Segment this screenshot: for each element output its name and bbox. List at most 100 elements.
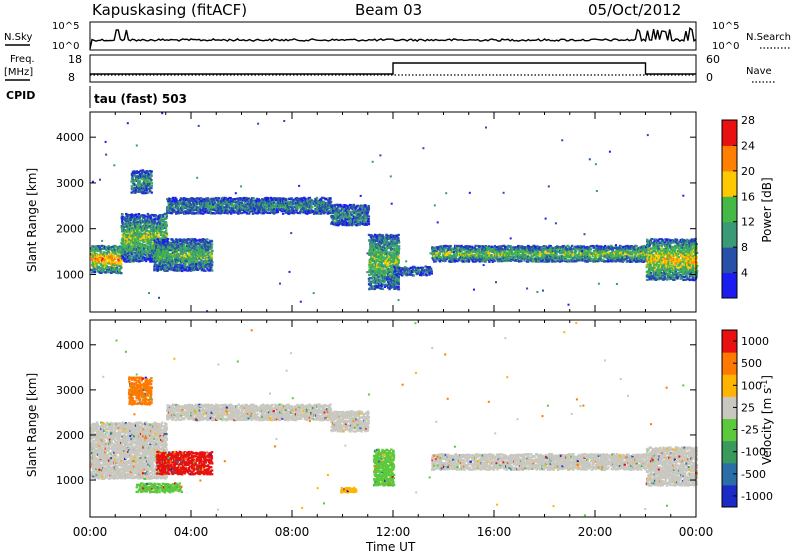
power-cell <box>357 204 360 208</box>
power-cell <box>126 217 130 220</box>
power-cell <box>291 206 294 209</box>
power-cell <box>488 245 491 248</box>
power-cell <box>384 266 388 269</box>
power-cell <box>107 259 111 263</box>
power-cell <box>164 226 168 229</box>
power-cell <box>411 268 415 271</box>
power-cell <box>229 210 233 213</box>
power-cell <box>101 257 105 260</box>
power-cell <box>393 283 396 286</box>
power-cell <box>240 202 244 205</box>
power-cell <box>507 258 510 261</box>
power-cell <box>159 230 162 233</box>
power-cell <box>321 203 325 206</box>
power-cell <box>487 247 490 250</box>
power-cell <box>366 213 369 216</box>
power-cell <box>125 245 128 248</box>
power-cell <box>528 250 531 253</box>
power-cell <box>128 231 131 234</box>
power-cell <box>389 274 392 278</box>
power-cell <box>475 254 478 257</box>
power-cell <box>366 215 369 218</box>
power-cell <box>510 250 514 254</box>
power-cell <box>217 211 220 214</box>
power-cell <box>264 210 267 214</box>
power-cell <box>634 253 638 256</box>
power-cell <box>181 205 185 208</box>
power-cell <box>307 210 310 213</box>
power-cell <box>316 209 319 213</box>
power-cell <box>140 219 143 222</box>
power-cell <box>373 277 377 280</box>
power-cell <box>381 274 384 277</box>
power-cell <box>483 258 486 261</box>
power-cell <box>382 269 385 272</box>
power-cell <box>474 258 478 261</box>
power-cell <box>187 204 191 207</box>
power-cell <box>187 198 190 201</box>
power-cell <box>122 259 126 262</box>
power-cell <box>264 206 267 209</box>
power-cell <box>397 288 401 291</box>
power-cell <box>126 258 130 261</box>
power-cell <box>213 208 217 211</box>
power-cell <box>137 246 140 249</box>
power-cell <box>189 205 192 208</box>
power-cell <box>145 253 148 256</box>
power-cell <box>379 273 383 276</box>
power-cell <box>493 245 497 248</box>
nave-tick-top: 60 <box>706 53 720 66</box>
power-cell <box>329 210 332 213</box>
power-cell <box>260 204 263 207</box>
power-cell <box>404 272 408 275</box>
power-cell <box>467 249 470 252</box>
power-cell <box>485 245 488 248</box>
power-cell <box>99 244 102 248</box>
power-cell <box>136 251 140 254</box>
power-cell <box>327 199 330 202</box>
power-cell <box>276 197 280 200</box>
power-cell <box>424 265 427 268</box>
power-cell <box>305 204 309 207</box>
power-cell <box>176 206 179 209</box>
power-cell <box>381 287 385 291</box>
power-cell <box>130 247 133 250</box>
power-cell <box>149 247 153 250</box>
power-cell <box>403 271 406 274</box>
power-cell <box>157 235 160 238</box>
power-cell <box>185 202 188 205</box>
power-cell <box>314 203 318 206</box>
power-scatter-cells <box>90 112 699 313</box>
power-cell <box>362 218 366 221</box>
power-cell <box>248 210 252 213</box>
power-cell <box>248 212 251 215</box>
power-cell <box>284 202 288 205</box>
power-cell <box>380 248 383 251</box>
power-cell <box>166 211 169 214</box>
power-cell <box>261 206 264 209</box>
power-cell <box>121 230 124 233</box>
power-cell <box>126 235 130 238</box>
power-cell <box>135 234 138 237</box>
power-cell <box>401 267 404 270</box>
power-cell <box>370 271 373 274</box>
power-cell <box>377 246 381 250</box>
power-cell <box>260 209 264 212</box>
power-cell <box>494 255 497 258</box>
power-cell <box>569 246 573 249</box>
power-cell <box>155 234 158 237</box>
power-cell <box>413 266 416 269</box>
power-cell <box>133 258 137 261</box>
power-cell <box>512 246 515 249</box>
power-cell <box>342 216 345 219</box>
power-cell <box>417 269 421 272</box>
power-cell <box>203 200 207 203</box>
power-cell <box>310 209 314 212</box>
power-cell <box>218 197 221 200</box>
power-cell <box>269 207 273 210</box>
power-cell <box>178 200 181 203</box>
power-cell <box>130 229 133 232</box>
power-cell <box>151 235 154 238</box>
power-cell <box>388 258 391 261</box>
power-cell <box>322 209 325 213</box>
